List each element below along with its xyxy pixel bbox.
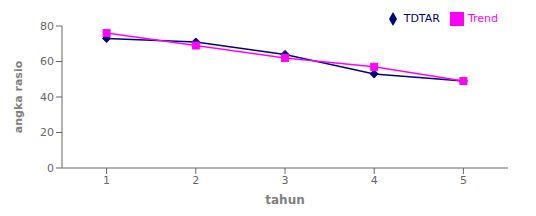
svg-text:5: 5 bbox=[460, 174, 467, 187]
svg-text:tahun: tahun bbox=[265, 193, 304, 207]
html-text:Trend: Trend bbox=[467, 12, 498, 25]
svg-text:20: 20 bbox=[40, 126, 54, 139]
svg-text:60: 60 bbox=[40, 55, 54, 68]
svg-text:0: 0 bbox=[47, 162, 54, 175]
svg-text:4: 4 bbox=[371, 174, 378, 187]
svg-text:1: 1 bbox=[103, 174, 110, 187]
svg-text:80: 80 bbox=[40, 20, 54, 33]
svg-text:2: 2 bbox=[192, 174, 199, 187]
svg-text:40: 40 bbox=[40, 91, 54, 104]
html-text:TDTAR: TDTAR bbox=[403, 12, 440, 25]
svg-text:3: 3 bbox=[282, 174, 289, 187]
svg-text:angka rasio: angka rasio bbox=[12, 60, 25, 133]
